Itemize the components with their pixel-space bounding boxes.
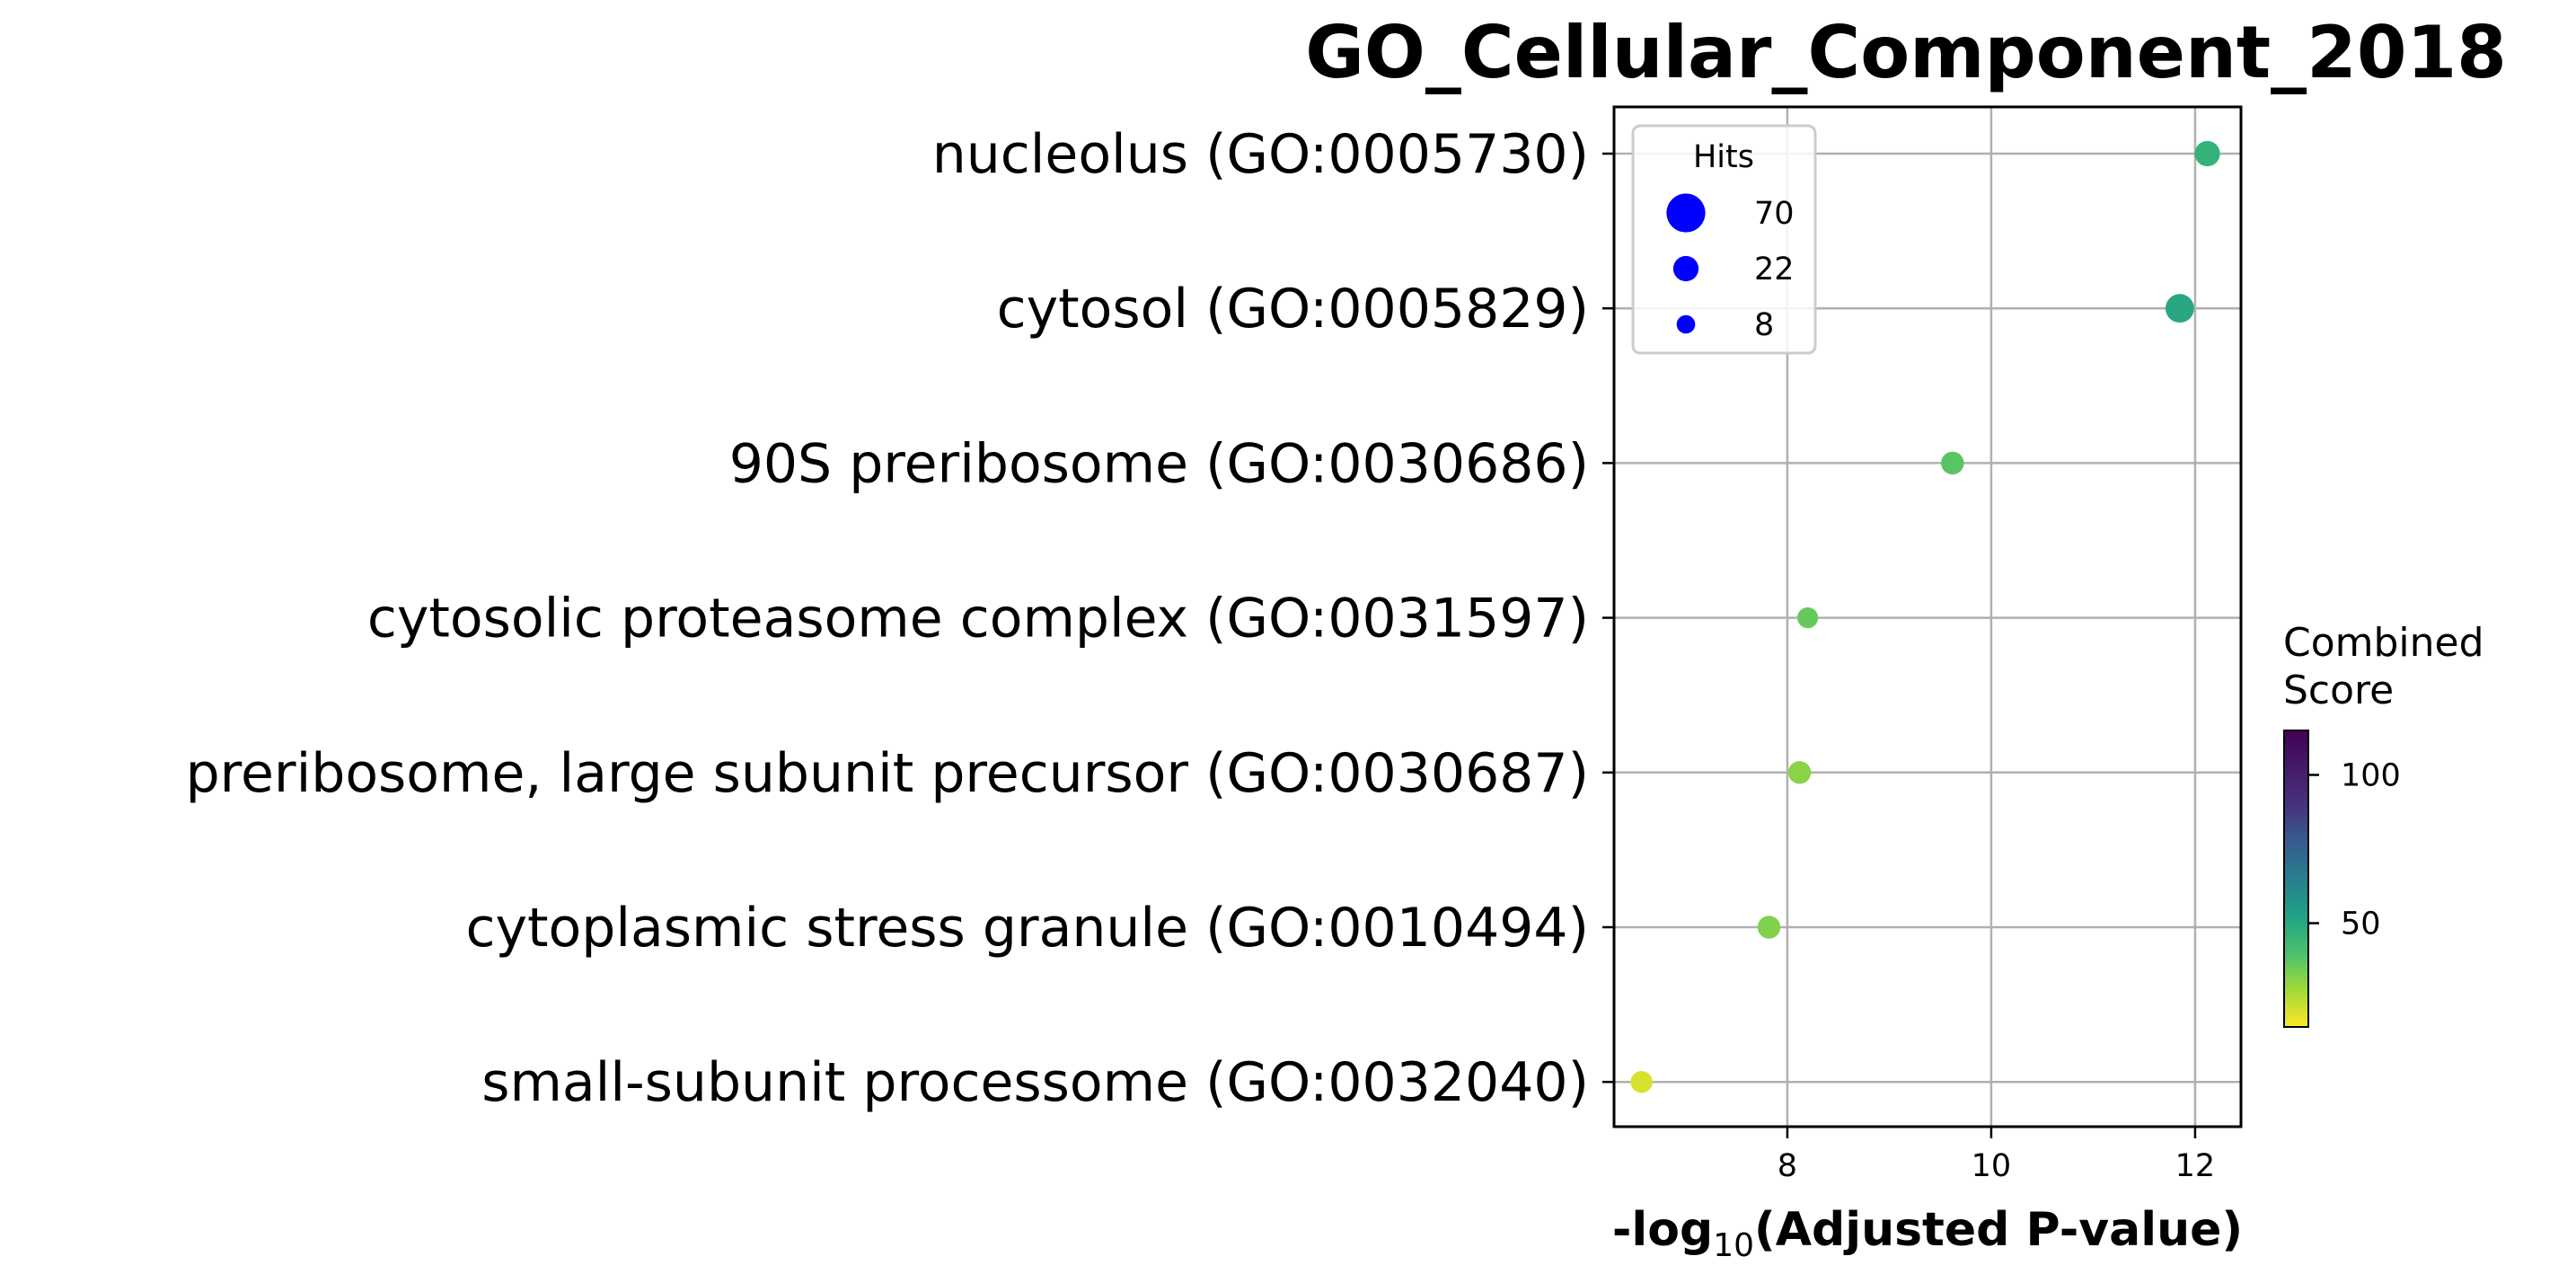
- x-axis-label: -log10(Adjusted P-value): [1612, 1203, 2243, 1264]
- grid-lines: [1614, 107, 2241, 1127]
- y-tick-label: nucleolus (GO:0005730): [932, 123, 1589, 186]
- legend-frame: [1631, 124, 1817, 355]
- x-tick-label: 8: [1778, 1148, 1797, 1184]
- colorbar-gradient: [2283, 730, 2309, 1028]
- data-point: [1757, 916, 1781, 939]
- x-axis-label-prefix: -log: [1612, 1203, 1713, 1257]
- data-point: [1630, 1071, 1653, 1093]
- colorbar-tick-label: 100: [2341, 758, 2401, 794]
- data-points: [1630, 140, 2220, 1093]
- y-tick-label: preribosome, large subunit precursor (GO…: [186, 742, 1589, 805]
- y-tick-label: small-subunit processome (GO:0032040): [481, 1051, 1589, 1114]
- x-tick-label: 12: [2175, 1148, 2216, 1184]
- y-tick-label: 90S preribosome (GO:0030686): [729, 432, 1589, 495]
- colorbar-tick-label: 50: [2341, 907, 2381, 942]
- legend-label: 70: [1754, 196, 1795, 232]
- legend-marker: [1672, 255, 1699, 282]
- data-point: [2194, 140, 2220, 167]
- x-axis: 8 10 12: [1778, 1127, 2215, 1184]
- y-tick-label: cytosol (GO:0005829): [997, 278, 1589, 341]
- legend-label: 8: [1754, 307, 1774, 343]
- legend-marker: [1666, 193, 1706, 233]
- colorbar: Combined Score 100 50: [2283, 620, 2484, 1028]
- data-point: [1941, 451, 1964, 475]
- y-axis: nucleolus (GO:0005730) cytosol (GO:000582…: [186, 123, 1614, 1114]
- data-point: [2165, 294, 2194, 323]
- colorbar-title-line2: Score: [2283, 668, 2394, 713]
- chart-title: GO_Cellular_Component_2018: [1305, 11, 2507, 94]
- legend-label: 22: [1754, 252, 1795, 288]
- y-tick-label: cytosolic proteasome complex (GO:0031597…: [367, 588, 1589, 650]
- data-point: [1797, 606, 1819, 629]
- x-axis-label-subscript: 10: [1713, 1227, 1754, 1264]
- data-point: [1787, 761, 1812, 784]
- size-legend: Hits 70 22 8: [1631, 124, 1817, 355]
- x-tick-label: 10: [1972, 1148, 2012, 1184]
- colorbar-title-line1: Combined: [2283, 620, 2484, 666]
- x-axis-label-suffix: (Adjusted P-value): [1754, 1203, 2243, 1257]
- y-tick-label: cytoplasmic stress granule (GO:0010494): [466, 897, 1589, 960]
- legend-marker: [1676, 314, 1696, 334]
- legend-title: Hits: [1693, 139, 1754, 175]
